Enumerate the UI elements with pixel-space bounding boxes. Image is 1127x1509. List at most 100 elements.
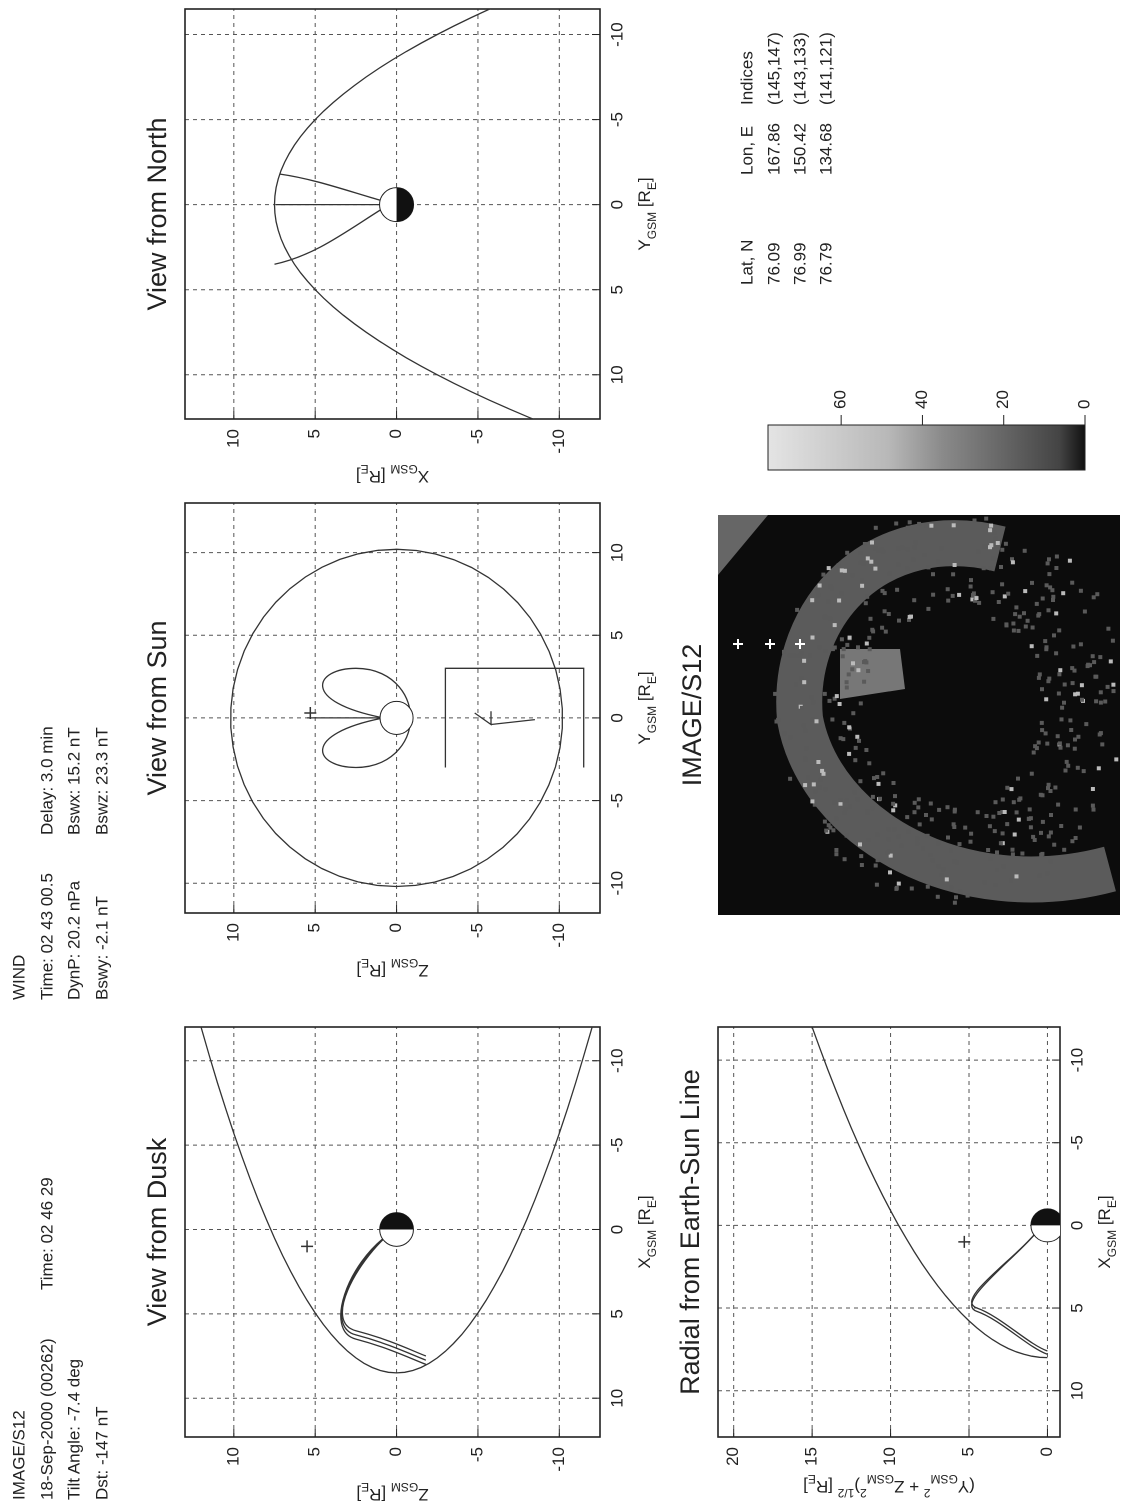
pixel [1098,700,1103,705]
field-line [322,717,411,769]
y-axis-label-sub: E [361,462,369,476]
pixel [936,864,941,869]
pixel [858,779,863,784]
pixel [1044,645,1049,650]
pixel [1081,769,1086,774]
pixel [1035,653,1040,658]
y-axis-label-part: Z [418,1485,428,1504]
pixel [818,777,823,782]
pixel [1057,672,1062,677]
pixel [834,816,839,821]
x-tick-label: 10 [607,365,626,384]
sw-source: WIND [9,955,28,1000]
y-axis-label-sub: GSM [390,462,417,476]
pixel [1070,681,1075,686]
pixel [1090,787,1095,791]
pixel [862,542,867,546]
pixel [991,814,996,819]
colorbar-tick-label: 60 [831,390,850,409]
y-tick-label: -5 [467,923,486,938]
pixel [1010,847,1015,852]
pixel [840,654,845,659]
pixel [917,822,922,827]
pixel [1036,740,1041,745]
pixel [828,584,833,589]
pixel [891,808,896,813]
pixel [869,559,874,564]
pixel [897,618,901,623]
pixel [952,900,957,905]
magnetopause [795,1027,1048,1359]
pixel [1056,691,1061,696]
pixel [865,809,870,814]
x-axis-label-part: Y [635,733,654,744]
pixel [836,563,841,568]
x-tick-label: 10 [607,543,626,562]
pixel [1090,654,1095,659]
table-cell: 76.99 [790,242,809,285]
pixel [951,572,956,577]
x-axis-label-sub: GSM [645,1230,659,1257]
pixel [1005,822,1010,827]
pixel [924,523,929,528]
pixel [977,600,982,605]
pixel [870,540,874,545]
table-cell: 76.09 [764,242,783,285]
pixel [928,801,933,806]
pixel [916,805,921,810]
pixel [971,593,975,598]
x-axis-label-sub: GSM [645,706,659,733]
y-axis-label-part: + Z [894,1477,924,1496]
plot-frame [184,502,601,914]
pixel [1010,560,1015,565]
pixel [827,698,832,703]
pixel [1009,787,1014,792]
pixel [830,717,835,722]
x-axis-label-part: [R [635,1208,654,1230]
pixel [822,691,827,696]
pixel [883,629,888,634]
pixel [954,895,958,900]
x-tick-label: -10 [607,1048,626,1073]
pixel [1072,746,1077,751]
y-axis-label-sub: GSM [391,956,418,970]
pixel [845,550,850,555]
pixel [1053,785,1058,790]
pixel [945,805,950,810]
pixel [870,806,875,811]
pixel [801,723,806,728]
pixel [1044,697,1049,702]
pixel [803,783,808,788]
pixel [815,588,820,593]
magnetopause [273,9,594,419]
pixel [988,545,992,550]
y-axis-label-sub: GSM [867,1472,894,1486]
pixel [888,870,892,875]
pixel [1010,557,1014,562]
pixel [802,658,807,663]
pixel [881,549,886,554]
pixel [828,825,833,830]
pixel [821,771,826,776]
pixel [1070,839,1075,844]
pixel [924,813,928,817]
pixel [899,843,904,848]
pixel [1029,771,1034,776]
pixel [995,868,999,872]
pixel [1039,830,1043,835]
pixel [1058,668,1063,673]
pixel [949,848,953,853]
pixel [1022,611,1026,616]
pixel [1068,718,1073,723]
pixel [931,572,935,577]
pixel [922,553,927,557]
earth-night [396,187,414,222]
footpoint [795,639,805,649]
pixel [776,717,781,722]
pixel [946,598,951,603]
pixel [1017,797,1022,802]
pixel [834,848,839,852]
x-axis-label-part: [R [635,190,654,212]
pixel [1046,834,1051,839]
x-tick-label: -5 [607,1138,626,1153]
